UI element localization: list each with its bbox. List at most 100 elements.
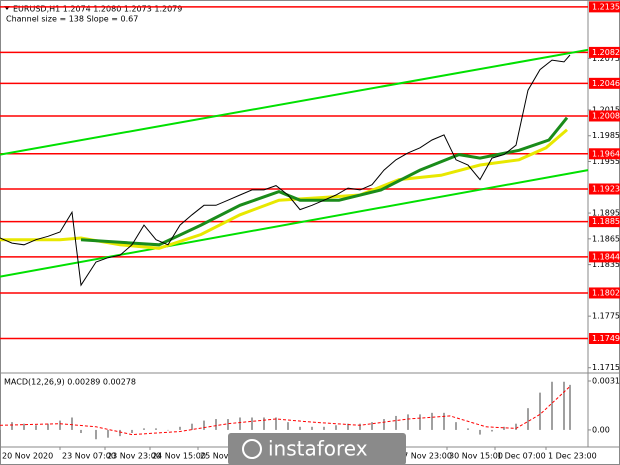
macd-bar bbox=[563, 381, 565, 430]
y-tick-label: 1.1775 bbox=[592, 312, 620, 321]
level-label-box bbox=[589, 251, 620, 263]
macd-bar bbox=[539, 392, 541, 430]
macd-bar bbox=[467, 428, 469, 430]
price-line bbox=[0, 48, 589, 156]
y-tick-label: 0.00 bbox=[592, 425, 610, 434]
y-tick-label: 1.2015 bbox=[592, 105, 620, 114]
level-label: 1.1964 bbox=[592, 149, 620, 158]
y-tick-label: 1.1715 bbox=[592, 363, 620, 372]
level-label-box bbox=[589, 287, 620, 299]
watermark: instaforex bbox=[228, 433, 406, 465]
y-tick-label: 1.1955 bbox=[592, 157, 620, 166]
macd-bar bbox=[227, 419, 229, 430]
y-tick-label: 1.1985 bbox=[592, 131, 620, 140]
macd-bar bbox=[131, 429, 133, 434]
macd-bar bbox=[23, 423, 25, 430]
macd-bar bbox=[527, 408, 529, 430]
level-label: 1.2008 bbox=[592, 111, 620, 120]
macd-bar bbox=[71, 417, 73, 430]
macd-bar bbox=[383, 419, 385, 430]
macd-bar bbox=[47, 423, 49, 430]
macd-bar bbox=[203, 420, 205, 430]
x-tick-label: 1 Dec 07:00 bbox=[497, 452, 546, 461]
macd-bar bbox=[443, 412, 445, 430]
level-label-box bbox=[589, 46, 620, 58]
macd-bar bbox=[191, 423, 193, 430]
chart-title: EURUSD,H1 1.2074 1.2080 1.2073 1.2079 bbox=[13, 5, 182, 14]
x-tick-label: 30 Nov 15:00 bbox=[449, 452, 503, 461]
level-label: 1.1923 bbox=[592, 185, 620, 194]
macd-bar bbox=[155, 428, 157, 430]
macd-bar bbox=[0, 423, 1, 430]
level-label-box bbox=[589, 183, 620, 195]
macd-bar bbox=[371, 422, 373, 430]
level-label-box bbox=[589, 1, 620, 13]
macd-bar bbox=[479, 429, 481, 435]
price-line bbox=[0, 54, 571, 287]
y-tick-label: 1.1835 bbox=[592, 260, 620, 269]
x-tick-label: 27 Nov 23:00 bbox=[398, 452, 452, 461]
level-label: 1.2135 bbox=[592, 2, 620, 11]
macd-bar bbox=[569, 384, 571, 430]
macd-bar bbox=[59, 420, 61, 430]
watermark-text: instaforex bbox=[268, 437, 368, 461]
macd-bar bbox=[491, 429, 493, 432]
macd-bar bbox=[311, 426, 313, 430]
price-line bbox=[80, 116, 569, 247]
level-label-box bbox=[589, 216, 620, 228]
signal-line bbox=[0, 386, 571, 436]
macd-bar bbox=[11, 422, 13, 430]
macd-bar bbox=[251, 417, 253, 430]
macd-title: MACD(12,26,9) 0.00289 0.00278 bbox=[4, 378, 136, 387]
level-label: 1.2046 bbox=[592, 79, 620, 88]
macd-bar bbox=[119, 429, 121, 437]
x-tick-label: 20 Nov 2020 bbox=[2, 452, 53, 461]
level-label: 1.1802 bbox=[592, 288, 620, 297]
macd-bar bbox=[395, 415, 397, 430]
macd-bar bbox=[419, 414, 421, 430]
macd-bar bbox=[95, 429, 97, 440]
macd-bar bbox=[515, 423, 517, 430]
watermark-logo bbox=[242, 439, 262, 459]
level-label: 1.1749 bbox=[592, 334, 620, 343]
macd-bar bbox=[431, 412, 433, 430]
macd-bar bbox=[503, 426, 505, 430]
y-tick-label: 1.1865 bbox=[592, 234, 620, 243]
y-tick-label: 1.1895 bbox=[592, 209, 620, 218]
macd-bar bbox=[299, 426, 301, 430]
macd-bar bbox=[263, 417, 265, 430]
x-tick-label: 1 Dec 23:00 bbox=[548, 452, 597, 461]
x-tick-label: 23 Nov 07:00 bbox=[62, 452, 116, 461]
macd-bar bbox=[455, 422, 457, 430]
level-label-box bbox=[589, 148, 620, 160]
y-tick-label: 0.00315 bbox=[592, 376, 620, 385]
macd-bar bbox=[179, 426, 181, 430]
chart-subtitle: Channel size = 138 Slope = 0.67 bbox=[6, 15, 138, 24]
macd-bar bbox=[287, 422, 289, 430]
macd-bar bbox=[107, 429, 109, 438]
x-tick-label: 24 Nov 15:00 bbox=[152, 452, 206, 461]
macd-bar bbox=[347, 423, 349, 430]
level-label-box bbox=[589, 110, 620, 122]
x-tick-label: 25 Nov bbox=[200, 452, 229, 461]
watermark-box bbox=[228, 433, 406, 465]
macd-bar bbox=[407, 414, 409, 430]
level-label-box bbox=[589, 332, 620, 344]
macd-bar bbox=[35, 425, 37, 430]
level-label: 1.1885 bbox=[592, 217, 620, 226]
macd-bar bbox=[143, 428, 145, 430]
macd-bar bbox=[359, 423, 361, 430]
level-label-box bbox=[589, 77, 620, 89]
macd-bar bbox=[239, 417, 241, 430]
macd-bar bbox=[215, 419, 217, 430]
macd-bar bbox=[335, 425, 337, 430]
level-label: 1.2082 bbox=[592, 48, 620, 57]
macd-bar bbox=[275, 417, 277, 430]
macd-bar bbox=[551, 381, 553, 430]
macd-bar bbox=[167, 429, 169, 431]
y-tick-label: 1.2075 bbox=[592, 54, 620, 63]
level-label: 1.1844 bbox=[592, 252, 620, 261]
